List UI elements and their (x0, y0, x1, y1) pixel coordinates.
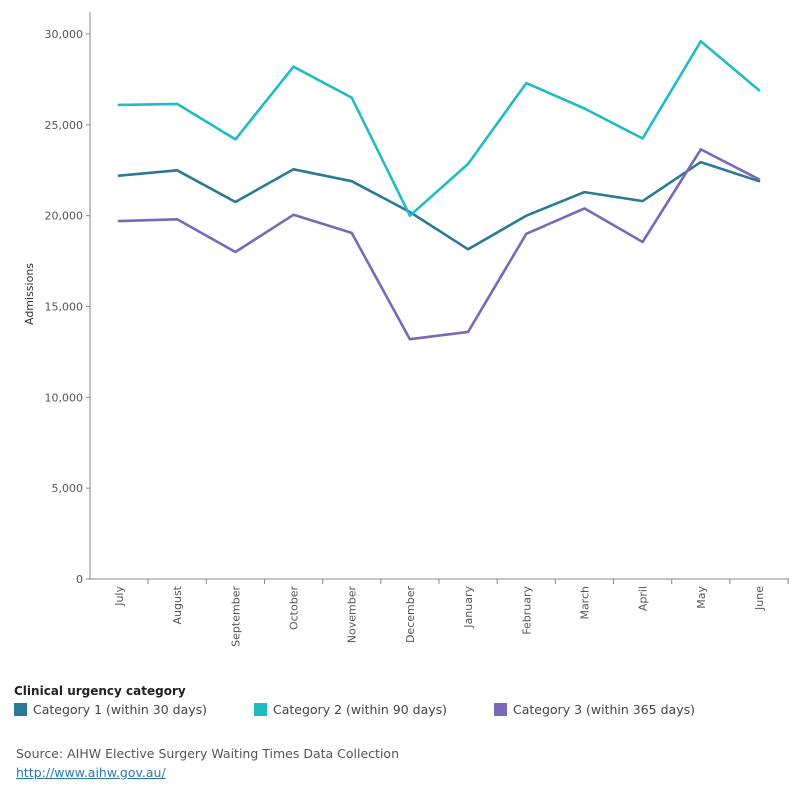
x-tick-label: March (578, 586, 591, 620)
legend-label: Category 3 (within 365 days) (513, 702, 695, 717)
legend-item-category-1[interactable]: Category 1 (within 30 days) (14, 702, 207, 717)
y-tick-label: 30,000 (45, 28, 84, 41)
source-link[interactable]: http://www.aihw.gov.au/ (16, 765, 166, 780)
y-tick-label: 10,000 (45, 391, 84, 404)
legend-swatch (494, 703, 507, 716)
series-line-category-1 (117, 160, 761, 251)
x-tick-label: December (404, 586, 417, 644)
x-axis: July August September October November Decemb… (90, 578, 789, 647)
legend-swatch (254, 703, 267, 716)
source-note: Source: AIHW Elective Surgery Waiting Ti… (16, 746, 399, 780)
legend-items: Category 1 (within 30 days) Category 2 (w… (14, 702, 794, 722)
series-line-category-2 (117, 39, 761, 217)
x-tick-label: February (520, 586, 533, 635)
legend-item-category-3[interactable]: Category 3 (within 365 days) (494, 702, 695, 717)
x-tick-label: October (288, 586, 301, 630)
series-line-category-3 (117, 148, 761, 341)
y-axis: 0 5,000 10,000 15,000 20,000 25,000 30,000 (45, 12, 91, 586)
x-tick-label: June (753, 586, 766, 611)
y-tick-label: 20,000 (45, 210, 84, 223)
legend-swatch (14, 703, 27, 716)
source-text: Source: AIHW Elective Surgery Waiting Ti… (16, 746, 399, 761)
legend-label: Category 2 (within 90 days) (273, 702, 448, 717)
legend: Clinical urgency category Category 1 (wi… (14, 684, 794, 722)
y-axis-label: Admissions (23, 263, 36, 325)
x-tick-label: July (113, 586, 126, 607)
series-lines (117, 39, 761, 341)
x-tick-label: August (171, 585, 184, 624)
legend-item-category-2[interactable]: Category 2 (within 90 days) (254, 702, 447, 717)
y-tick-label: 15,000 (45, 301, 84, 314)
legend-title: Clinical urgency category (14, 684, 186, 698)
x-tick-label: November (346, 586, 359, 644)
x-tick-label: May (695, 586, 708, 609)
x-tick-label: September (229, 586, 242, 647)
y-tick-label: 0 (76, 573, 83, 586)
y-tick-label: 5,000 (52, 482, 84, 495)
legend-label: Category 1 (within 30 days) (33, 702, 208, 717)
y-tick-label: 25,000 (45, 119, 84, 132)
x-tick-label: April (637, 586, 650, 611)
x-tick-label: January (462, 586, 475, 629)
